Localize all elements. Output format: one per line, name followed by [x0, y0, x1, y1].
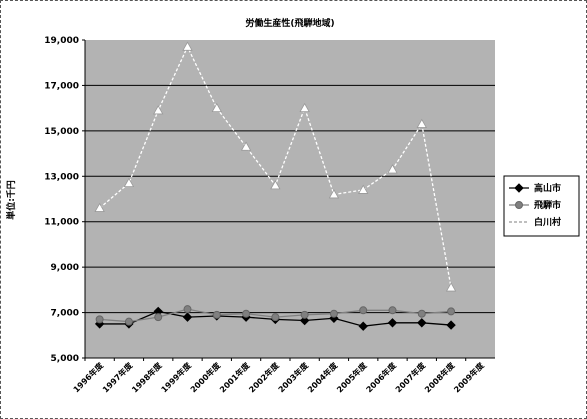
plot-area	[85, 40, 495, 358]
data-point	[95, 315, 104, 324]
y-tick-label: 7,000	[51, 309, 79, 319]
x-tick-label: 2007年度	[393, 360, 428, 395]
data-point	[153, 105, 164, 115]
y-tick-label: 19,000	[44, 36, 79, 46]
y-tick-labels: 5,000 7,000 9,000 11,000 13,000 15,000 17,000 1…	[44, 36, 85, 364]
series-triangle	[94, 41, 457, 292]
y-tick-label: 17,000	[44, 81, 79, 91]
data-point	[299, 102, 310, 113]
y-tick-label: 5,000	[51, 354, 79, 364]
legend-item: 飛騨市	[509, 199, 561, 211]
y-tick-label: 15,000	[44, 127, 79, 137]
y-tick-label: 11,000	[44, 218, 79, 228]
x-tick-label: 2004年度	[305, 360, 340, 395]
data-point	[514, 183, 524, 193]
data-point	[515, 201, 523, 209]
data-point	[417, 318, 427, 328]
x-tick-label: 2003年度	[276, 360, 311, 395]
x-tick-label: 2005年度	[334, 360, 369, 395]
data-point	[358, 321, 368, 331]
x-tick-label: 2006年度	[364, 360, 399, 395]
x-tick-label: 2000年度	[188, 360, 223, 395]
legend-item: 高山市	[509, 182, 561, 194]
data-point	[154, 313, 163, 322]
data-point	[211, 102, 222, 113]
data-point	[182, 312, 193, 322]
data-point	[240, 141, 252, 151]
data-point	[328, 189, 340, 199]
y-tick-label: 9,000	[51, 263, 79, 273]
data-point	[387, 318, 398, 328]
data-point	[242, 309, 251, 318]
series-group	[94, 41, 457, 331]
x-tick-label: 2009年度	[452, 360, 487, 395]
x-tick-labels: 1996年度1997年度1998年度1999年度2000年度2001年度2002…	[71, 358, 487, 395]
data-point	[94, 202, 105, 212]
data-point	[445, 282, 457, 292]
x-tick-label: 1996年度	[71, 360, 106, 395]
legend-label: 白川村	[534, 216, 561, 228]
x-tick-label: 1999年度	[159, 360, 194, 395]
data-point	[447, 307, 456, 316]
data-point	[299, 315, 310, 326]
gridlines	[85, 84, 495, 314]
data-point	[388, 306, 397, 315]
data-point	[124, 317, 133, 326]
data-point	[329, 309, 338, 318]
data-point	[212, 310, 221, 319]
chart-title: 労働生産性(飛騨地域)	[245, 17, 334, 29]
x-tick-label: 2002年度	[247, 360, 282, 395]
data-point	[182, 41, 193, 51]
x-tick-label: 2001年度	[217, 360, 252, 395]
data-point	[123, 177, 135, 188]
data-point	[300, 310, 309, 319]
legend-item: 白川村	[509, 216, 561, 228]
data-point	[183, 305, 192, 314]
y-tick-label: 13,000	[44, 172, 79, 182]
data-point	[271, 313, 280, 322]
legend-label: 飛騨市	[533, 199, 561, 211]
data-point	[416, 118, 427, 128]
data-point	[417, 309, 426, 318]
series-circle	[95, 305, 456, 326]
data-point	[446, 320, 456, 330]
y-axis-label: 単位:千円	[5, 180, 17, 220]
data-point	[358, 184, 369, 194]
x-tick-label: 1997年度	[100, 360, 135, 395]
x-tick-label: 1998年度	[129, 360, 164, 395]
data-point	[387, 164, 398, 174]
legend-label: 高山市	[534, 182, 561, 194]
x-tick-label: 2008年度	[422, 360, 457, 395]
data-point	[270, 180, 281, 190]
data-point	[359, 306, 368, 315]
